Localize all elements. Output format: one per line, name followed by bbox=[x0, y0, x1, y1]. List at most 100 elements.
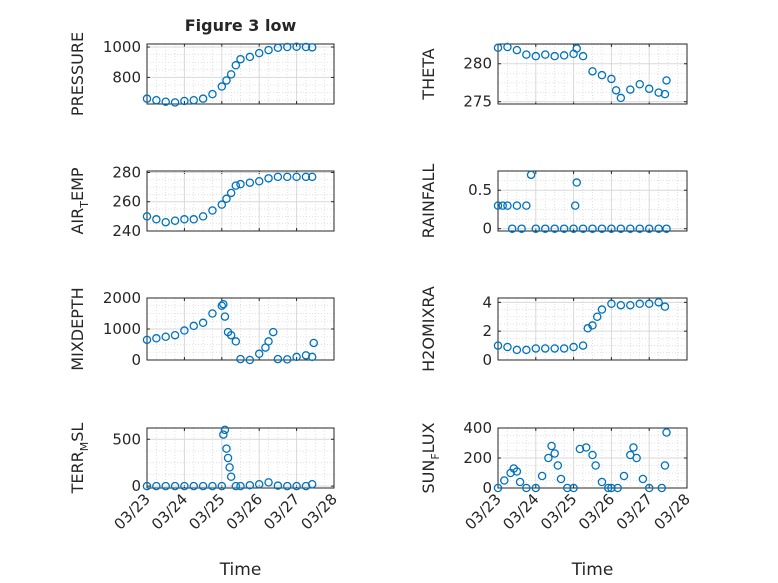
data-point bbox=[607, 74, 616, 84]
data-point bbox=[161, 332, 170, 341]
data-point bbox=[217, 200, 227, 209]
y-label-subscript: T bbox=[78, 201, 91, 209]
axes-box bbox=[146, 43, 335, 105]
data-point bbox=[198, 212, 208, 221]
data-point bbox=[541, 344, 550, 353]
data-point bbox=[189, 321, 198, 331]
y-label-part: SUN bbox=[419, 460, 438, 494]
data-point bbox=[570, 201, 580, 210]
data-point bbox=[522, 345, 531, 355]
y-axis-label: RAINFALL bbox=[419, 164, 438, 239]
data-point bbox=[189, 215, 198, 224]
data-point bbox=[607, 483, 616, 493]
data-point bbox=[531, 344, 541, 353]
data-point bbox=[597, 70, 607, 80]
data-point bbox=[219, 299, 228, 309]
axes-box bbox=[146, 427, 335, 489]
data-point bbox=[503, 42, 512, 52]
data-point bbox=[152, 481, 161, 491]
y-tick-label: 0.5 bbox=[468, 181, 492, 199]
data-point bbox=[142, 94, 152, 103]
y-tick-label: 280 bbox=[112, 163, 141, 181]
data-point bbox=[208, 481, 217, 491]
data-point bbox=[198, 94, 208, 103]
data-point bbox=[626, 85, 635, 94]
data-point bbox=[588, 224, 597, 233]
data-point bbox=[161, 97, 170, 106]
subplot-1: 800 1000 PRESSURE Figure 3 low bbox=[68, 16, 335, 116]
data-point bbox=[541, 50, 550, 59]
data-point bbox=[226, 188, 236, 198]
data-point bbox=[572, 178, 582, 187]
data-point bbox=[635, 224, 645, 233]
data-point bbox=[301, 351, 311, 360]
data-point bbox=[597, 477, 607, 487]
data-point bbox=[273, 481, 283, 490]
chart-title: Figure 3 low bbox=[185, 16, 297, 35]
data-point bbox=[635, 80, 645, 89]
data-point bbox=[245, 52, 255, 62]
data-point bbox=[592, 312, 602, 321]
data-point bbox=[152, 215, 161, 224]
data-point bbox=[217, 82, 227, 91]
data-point bbox=[236, 481, 245, 491]
data-point bbox=[588, 321, 597, 330]
data-point bbox=[660, 89, 670, 99]
data-point bbox=[189, 481, 198, 491]
data-point bbox=[556, 474, 566, 484]
data-point bbox=[236, 179, 245, 189]
y-tick-label: 2000 bbox=[103, 289, 141, 307]
data-point bbox=[309, 338, 318, 348]
data-point bbox=[657, 483, 667, 493]
data-point bbox=[541, 224, 550, 233]
data-point bbox=[180, 481, 189, 491]
data-point bbox=[180, 326, 189, 335]
y-axis-label: THETA bbox=[419, 48, 438, 100]
data-point bbox=[550, 449, 559, 458]
data-point bbox=[616, 93, 626, 103]
axes-box bbox=[497, 297, 688, 361]
data-point bbox=[611, 86, 621, 95]
data-point bbox=[531, 483, 541, 493]
data-point bbox=[629, 443, 638, 452]
y-label-part: TERR bbox=[68, 451, 87, 494]
y-label-part: EMP bbox=[68, 167, 87, 201]
data-point bbox=[161, 481, 170, 491]
data-point bbox=[301, 172, 311, 182]
axes-box bbox=[146, 170, 335, 232]
data-point bbox=[226, 472, 236, 481]
axes-box bbox=[497, 43, 688, 105]
y-tick-label: 240 bbox=[112, 222, 141, 240]
data-point bbox=[236, 54, 245, 64]
data-point bbox=[526, 170, 536, 180]
data-point bbox=[559, 51, 569, 60]
data-point bbox=[264, 478, 273, 487]
y-tick-label: 400 bbox=[463, 419, 492, 437]
data-point bbox=[254, 479, 264, 489]
data-point bbox=[231, 481, 241, 491]
y-tick-label: 260 bbox=[112, 193, 141, 211]
data-point bbox=[616, 300, 626, 310]
data-point bbox=[219, 430, 228, 439]
data-point bbox=[660, 302, 670, 311]
data-point bbox=[254, 176, 264, 186]
y-label-part: LUX bbox=[419, 422, 438, 453]
data-point bbox=[222, 194, 231, 204]
y-axis-label: TERRMSL bbox=[68, 423, 91, 495]
axes-box bbox=[497, 170, 688, 232]
data-point bbox=[638, 474, 648, 484]
data-point bbox=[512, 201, 522, 210]
data-point bbox=[493, 483, 503, 493]
data-point bbox=[245, 355, 255, 365]
data-point bbox=[273, 354, 283, 364]
data-point bbox=[208, 206, 217, 215]
data-point bbox=[588, 450, 597, 460]
data-point bbox=[550, 344, 559, 353]
data-point bbox=[222, 444, 231, 453]
data-point bbox=[245, 178, 255, 187]
y-tick-label: 0 bbox=[131, 351, 141, 369]
y-tick-label: 0 bbox=[482, 351, 492, 369]
y-label-subscript: F bbox=[429, 453, 442, 459]
data-point bbox=[500, 476, 509, 485]
data-point bbox=[626, 300, 635, 310]
